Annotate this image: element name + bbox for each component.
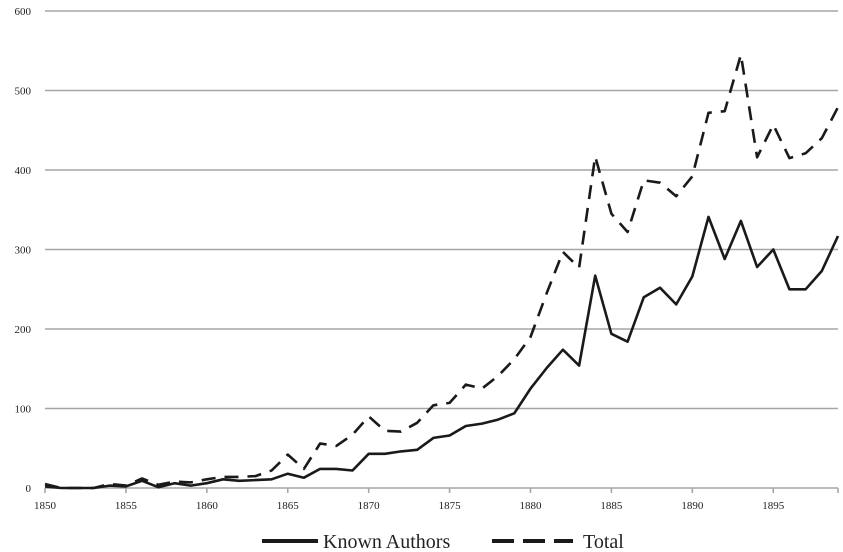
x-tick-label: 1895 — [762, 500, 785, 512]
y-tick-label: 600 — [15, 6, 32, 18]
x-tick-label: 1870 — [358, 500, 381, 512]
y-tick-label: 200 — [15, 324, 32, 336]
y-tick-label: 400 — [15, 165, 32, 177]
y-tick-label: 0 — [26, 483, 32, 495]
y-tick-label: 100 — [15, 404, 32, 416]
gridlines — [45, 10, 838, 489]
legend-label-known-authors: Known Authors — [323, 531, 450, 552]
x-tick-label: 1885 — [600, 500, 623, 512]
x-tick-label: 1865 — [277, 500, 300, 512]
y-tick-label: 500 — [15, 86, 32, 98]
legend: Known Authors Total — [262, 531, 624, 552]
x-tick-label: 1850 — [34, 500, 57, 512]
y-tick-label: 300 — [15, 245, 32, 257]
y-axis-ticks: 0 100 200 300 400 500 600 — [15, 6, 32, 495]
series-line-total — [44, 53, 840, 490]
x-tick-label: 1875 — [439, 500, 462, 512]
x-tick-label: 1890 — [681, 500, 704, 512]
legend-label-total: Total — [583, 531, 624, 552]
x-tick-label: 1855 — [115, 500, 138, 512]
series-lines — [44, 53, 840, 490]
x-axis-ticks: 1850 1855 1860 1865 1870 1875 1880 1885 1890 1895 — [34, 488, 839, 512]
series-line-known-authors — [44, 215, 840, 490]
x-tick-label: 1860 — [196, 500, 219, 512]
x-tick-label: 1880 — [520, 500, 543, 512]
